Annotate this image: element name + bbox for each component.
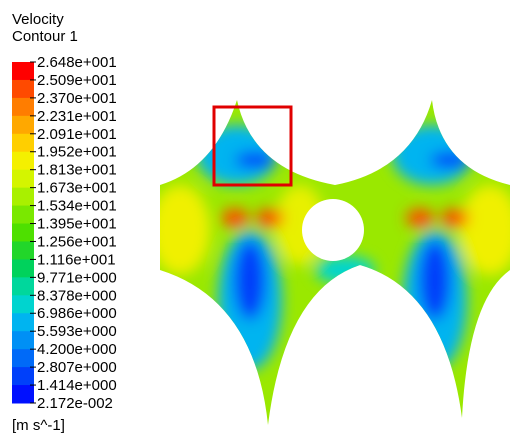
color-band — [12, 385, 34, 404]
color-band — [12, 277, 34, 296]
color-band — [12, 367, 34, 386]
color-band — [12, 115, 34, 135]
legend-label: 8.378e+000 — [37, 287, 117, 304]
legend-label: 1.414e+000 — [37, 377, 117, 394]
color-band — [12, 259, 34, 278]
legend-labels: 2.648e+0012.509e+0012.370e+0012.231e+001… — [30, 54, 117, 412]
color-band — [12, 169, 34, 189]
legend-label: 5.593e+000 — [37, 323, 117, 340]
legend-unit: [m s^-1] — [12, 417, 65, 434]
legend-label: 2.231e+001 — [37, 108, 117, 125]
legend-label: 2.091e+001 — [37, 126, 117, 143]
highlight-box — [212, 105, 293, 187]
color-band — [12, 241, 34, 260]
legend-label: 6.986e+000 — [37, 305, 117, 322]
color-band — [12, 349, 34, 368]
legend-label: 4.200e+000 — [37, 341, 117, 358]
color-band — [12, 223, 34, 242]
legend-label: 1.534e+001 — [37, 198, 117, 215]
legend-label: 2.172e-002 — [37, 395, 113, 412]
color-band — [12, 79, 34, 99]
color-band — [12, 62, 34, 81]
color-band — [12, 187, 34, 207]
legend-label: 1.952e+001 — [37, 144, 117, 161]
color-band — [12, 205, 34, 225]
legend-title: Velocity — [12, 11, 64, 28]
legend-label: 2.807e+000 — [37, 359, 117, 376]
color-band — [12, 331, 34, 350]
legend-label: 2.509e+001 — [37, 72, 117, 89]
color-band — [12, 97, 34, 117]
legend-label: 1.116e+001 — [37, 251, 116, 268]
color-band — [12, 313, 34, 332]
legend-label: 1.395e+001 — [37, 215, 117, 232]
legend-label: 2.370e+001 — [37, 90, 117, 107]
contour-field — [160, 100, 510, 425]
legend-label: 1.673e+001 — [37, 180, 117, 197]
legend-label: 1.813e+001 — [37, 162, 117, 179]
color-bar — [12, 62, 34, 404]
legend-label: 1.256e+001 — [37, 233, 117, 250]
legend-label: 2.648e+001 — [37, 54, 117, 71]
color-band — [12, 151, 34, 171]
legend-label: 9.771e+000 — [37, 269, 117, 286]
color-band — [12, 295, 34, 314]
color-band — [12, 133, 34, 153]
legend-subtitle: Contour 1 — [12, 28, 78, 45]
